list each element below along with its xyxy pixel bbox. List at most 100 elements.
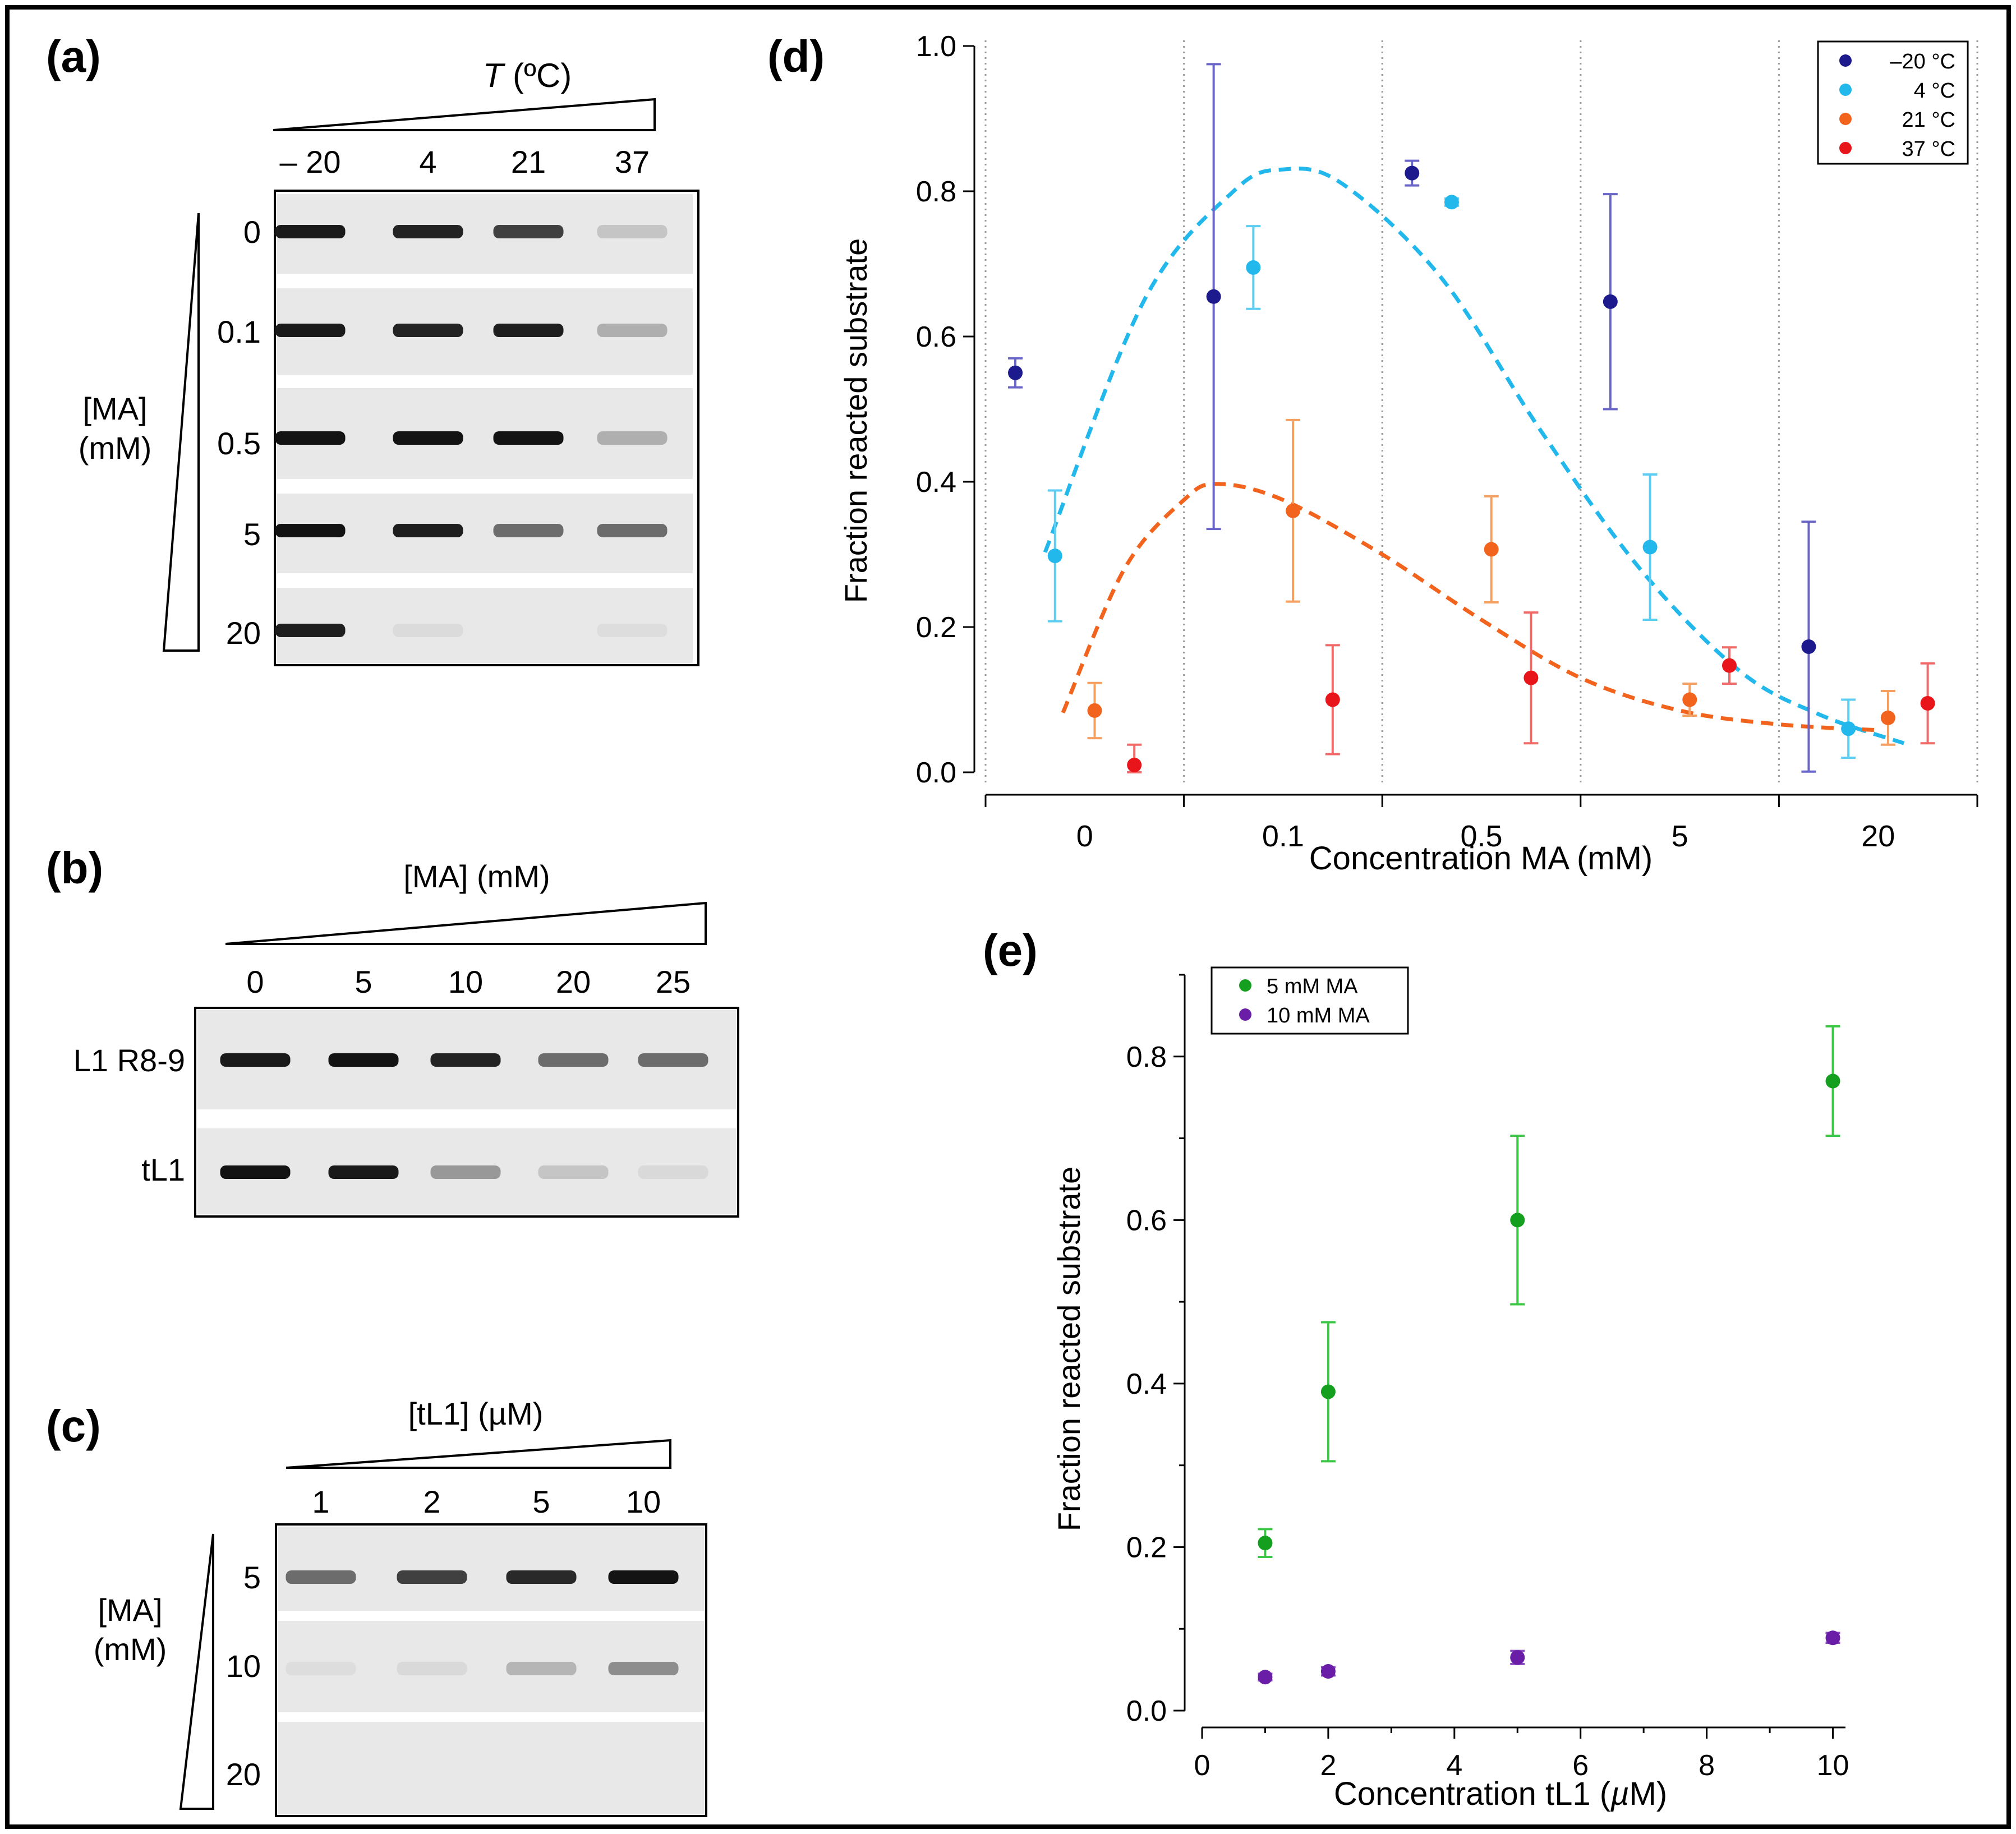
gel-a-band: [393, 624, 463, 637]
gel-c-band: [608, 1570, 679, 1584]
x-tick-label: 0.1: [1262, 819, 1304, 853]
y-tick-label: 1.0: [916, 30, 956, 63]
temperature-lane-label: – 20: [280, 144, 341, 179]
legend-marker: [1239, 979, 1251, 992]
x-tick-label: 0: [1076, 819, 1093, 853]
data-point: [1880, 710, 1895, 725]
gel-c-strips: [278, 1527, 704, 1814]
gel-a-band: [597, 524, 668, 537]
data-point: [1286, 503, 1301, 518]
legend-label: 4 °C: [1914, 79, 1955, 103]
gel-a-band: [597, 431, 668, 445]
data-point: [1510, 1650, 1525, 1665]
panel-a-gel: (a) T (ºC) – 20 4 21 37 [MA] (mM) 0 0.1 0.5 5 2…: [46, 31, 699, 666]
gel-a-band: [275, 225, 346, 238]
gel-b-strips: [197, 1010, 736, 1214]
gel-a-band: [493, 324, 564, 337]
y-tick-label: 0.4: [1126, 1368, 1167, 1400]
ma-row-label-a: 0: [243, 214, 261, 250]
x-tick-label: 2: [1320, 1749, 1336, 1782]
chart-d-ylabel: Fraction reacted substrate: [838, 238, 873, 603]
y-tick-label: 0.6: [1126, 1204, 1167, 1237]
gel-c-band: [506, 1570, 577, 1584]
ma-row-label-c: 20: [226, 1757, 261, 1792]
gel-a-band: [597, 225, 668, 238]
data-point: [1642, 540, 1658, 555]
ma-row-label-a: 20: [226, 615, 261, 651]
gel-a-band: [597, 324, 668, 337]
panel-b-gel: (b) [MA] (mM) 0 5 10 20 25 L1 R8-9 tL1: [46, 843, 739, 1218]
gel-a-band: [493, 431, 564, 445]
chart-e-legend: 5 mM MA 10 mM MA: [1210, 966, 1409, 1035]
legend-marker: [1839, 84, 1852, 96]
data-point: [1047, 549, 1062, 564]
data-point: [1206, 289, 1221, 304]
ma-header-b: [MA] (mM): [403, 859, 550, 894]
ma-row-label-c: 10: [226, 1648, 261, 1684]
ma-lane-label-b: 10: [448, 964, 483, 999]
gel-c-band: [286, 1662, 356, 1675]
gel-b-band: [430, 1053, 501, 1067]
x-tick-label: 5: [1672, 819, 1688, 853]
fit-curve: [1043, 167, 1905, 745]
data-point: [1510, 1213, 1525, 1228]
gel-c-band: [286, 1570, 356, 1584]
gel-b-row-labels: L1 R8-9 tL1: [73, 1043, 185, 1187]
gel-a-band: [393, 225, 463, 238]
data-point: [1523, 670, 1539, 685]
ma-gradient-wedge-c: [179, 1533, 214, 1810]
gel-a-band: [493, 225, 564, 238]
ma-row-label-c: 5: [243, 1560, 261, 1595]
ma-gradient-wedge-a: [162, 213, 200, 652]
data-point: [1087, 703, 1102, 718]
ma-label-a-line2: (mM): [79, 430, 152, 466]
gel-c-strip: [278, 1527, 704, 1611]
ma-label-a-line1: [MA]: [82, 391, 147, 426]
data-point: [1682, 692, 1697, 707]
temperature-header: T (ºC): [483, 57, 572, 94]
fit-curve: [1061, 482, 1879, 732]
gel-b-band: [430, 1165, 501, 1179]
gel-b-band: [220, 1165, 291, 1179]
chart-d: (d) 0 0.1 0.5 5 20 0.0 0.2 0.4 0.6 0.8 1.0 Fractio…: [767, 30, 1978, 877]
temperature-gradient-wedge: [273, 98, 656, 131]
gel-c-band: [397, 1570, 467, 1584]
gel-b-band: [638, 1165, 708, 1179]
ma-row-labels-c: 5 10 20: [226, 1560, 261, 1792]
y-tick-label: 0.2: [1126, 1531, 1167, 1564]
data-point: [1825, 1073, 1840, 1089]
gel-a-band: [393, 524, 463, 537]
x-tick-label: 4: [1446, 1749, 1462, 1782]
ma-lane-label-b: 5: [355, 964, 372, 999]
gel-c-strip: [278, 1722, 704, 1814]
gel-a-band: [393, 324, 463, 337]
chart-d-fits: [1043, 167, 1905, 745]
legend-label: 21 °C: [1902, 108, 1955, 132]
y-tick-label: 0.6: [916, 321, 956, 353]
gel-b-row-label: L1 R8-9: [73, 1043, 185, 1078]
data-point: [1405, 165, 1420, 181]
y-tick-label: 0.8: [1126, 1041, 1167, 1073]
ma-label-c-line1: [MA]: [98, 1592, 162, 1628]
temperature-lane-label: 4: [419, 144, 436, 179]
chart-e: (e) 0.0 0.2 0.4 0.6 0.8 0 2 4 6 8 10 Fraction reac…: [983, 925, 1849, 1812]
legend-label: 10 mM MA: [1267, 1004, 1370, 1027]
gel-c-band: [608, 1662, 679, 1675]
chart-e-ylabel: Fraction reacted substrate: [1051, 1167, 1087, 1532]
panel-d-label: (d): [767, 31, 825, 81]
gel-b-band: [638, 1053, 708, 1067]
gel-a-band: [393, 431, 463, 445]
data-point: [1008, 365, 1023, 380]
legend-marker: [1839, 54, 1852, 67]
x-tick-label: 8: [1699, 1749, 1715, 1782]
data-point: [1722, 658, 1737, 673]
gel-a-band: [275, 324, 346, 337]
tl1-lane-label: 10: [626, 1484, 661, 1519]
data-point: [1246, 260, 1261, 275]
chart-d-axes: 0 0.1 0.5 5 20 0.0 0.2 0.4 0.6 0.8 1.0: [916, 30, 1978, 853]
chart-d-xlabel: Concentration MA (mM): [1309, 840, 1653, 877]
tl1-gradient-wedge: [286, 1439, 671, 1469]
legend-marker: [1839, 142, 1852, 154]
data-point: [1920, 695, 1935, 711]
gel-b-band: [328, 1053, 399, 1067]
